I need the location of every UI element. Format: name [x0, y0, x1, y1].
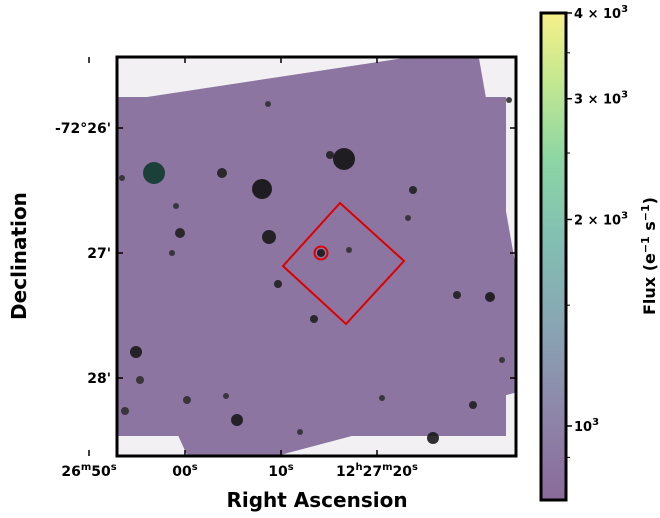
flux-tile: [25, 138, 74, 187]
star: [217, 168, 227, 178]
star: [499, 357, 505, 363]
colorbar-ticks: 103 2 × 103 3 × 103 4 × 103: [566, 4, 628, 458]
y-ticks: -72°26' 27' 28': [55, 121, 516, 387]
flux-tile: [0, 349, 23, 398]
plot-frame: [115, 55, 518, 458]
star: [231, 414, 243, 426]
star: [485, 292, 495, 302]
colorbar-label: Flux (e−1 s−1): [639, 197, 659, 315]
colorbar-tick-label: 2 × 103: [574, 210, 628, 228]
star: [379, 395, 385, 401]
x-tick-label: 10s: [268, 462, 293, 480]
star: [326, 151, 334, 159]
star: [506, 97, 512, 103]
star: [346, 247, 352, 253]
star: [175, 228, 185, 238]
colorbar-tick-label: 4 × 103: [574, 4, 628, 22]
star: [297, 429, 303, 435]
star: [223, 393, 229, 399]
flux-tile: [0, 376, 44, 425]
star: [310, 315, 318, 323]
star: [173, 203, 179, 209]
y-tick-label: 28': [87, 371, 111, 387]
x-tick-label: 00s: [172, 462, 197, 480]
star: [409, 186, 417, 194]
star: [262, 230, 276, 244]
flux-tile: [0, 323, 2, 372]
flux-tile: [43, 382, 92, 431]
flux-tile: [16, 403, 65, 452]
star: [265, 101, 271, 107]
star: [183, 396, 191, 404]
star: [252, 179, 272, 199]
stars: [119, 97, 512, 444]
star: [130, 346, 142, 358]
star: [333, 148, 355, 170]
colorbar-tick-label: 3 × 103: [574, 90, 628, 108]
y-tick-label: 27': [87, 246, 111, 262]
star: [405, 215, 411, 221]
x-ticks: 12h27m20s 10s 00s 26m50s: [61, 57, 418, 480]
target-circle: [313, 245, 329, 261]
star: [169, 250, 175, 256]
x-axis-label: Right Ascension: [226, 488, 407, 512]
flux-tile: [22, 355, 71, 404]
sky-image: [0, 57, 516, 458]
flux-tile: [1, 329, 50, 378]
star: [453, 291, 461, 299]
y-axis-label: Declination: [7, 192, 31, 320]
colorbar-tick-label: 103: [574, 417, 599, 435]
star: [121, 407, 129, 415]
x-tick-label: 12h27m20s: [336, 462, 418, 480]
star: [119, 175, 125, 181]
star: [136, 376, 144, 384]
star: [317, 249, 325, 257]
y-tick-label: -72°26': [55, 121, 111, 137]
aperture-square: [281, 201, 406, 326]
colorbar: [539, 11, 568, 502]
star: [427, 432, 439, 444]
flux-tile: [64, 409, 113, 458]
star: [469, 401, 477, 409]
x-tick-label: 26m50s: [61, 462, 116, 480]
star: [274, 280, 282, 288]
flux-tile: [28, 308, 77, 357]
star: [143, 162, 165, 184]
flux-background: [117, 97, 506, 436]
